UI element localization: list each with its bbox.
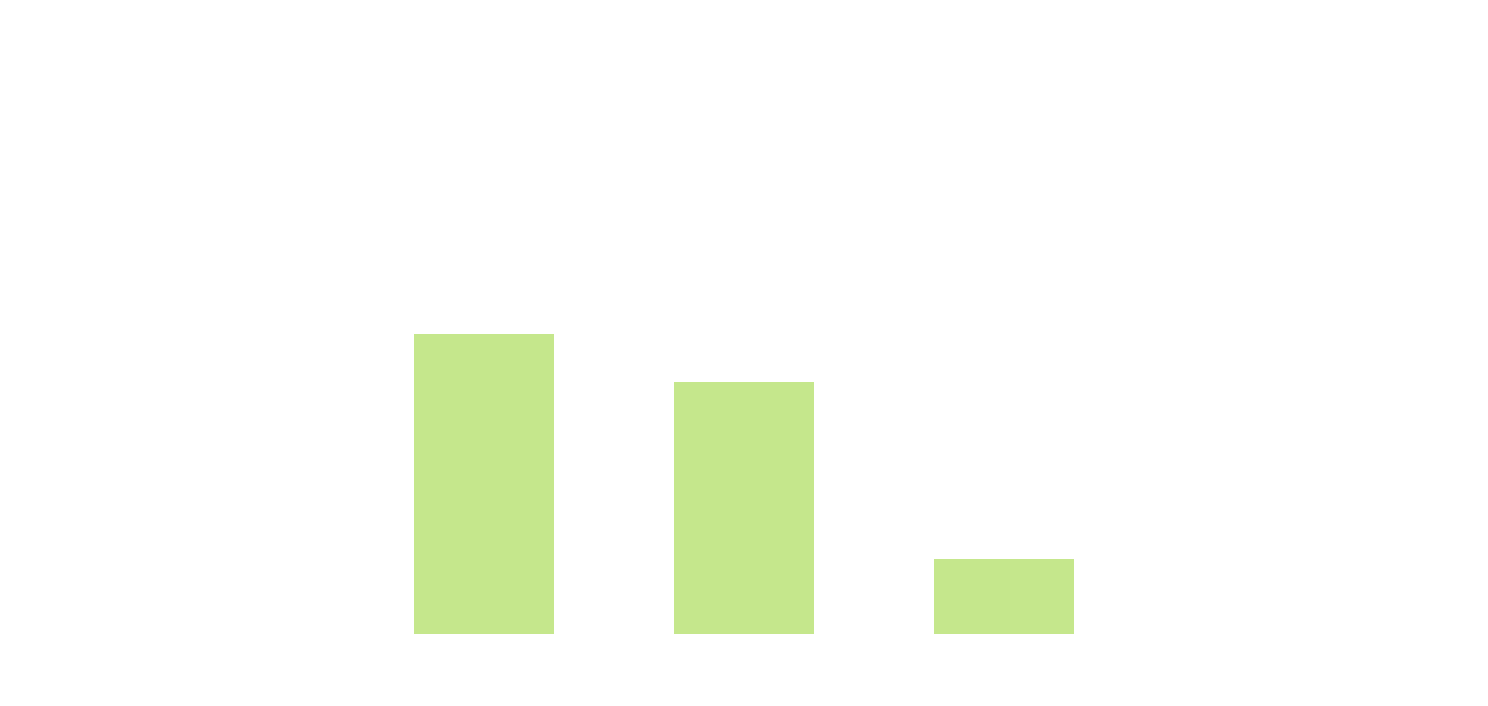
bar-group — [414, 334, 1074, 634]
bar-1 — [414, 334, 554, 634]
bar-3 — [934, 559, 1074, 634]
bar-2 — [674, 382, 814, 634]
